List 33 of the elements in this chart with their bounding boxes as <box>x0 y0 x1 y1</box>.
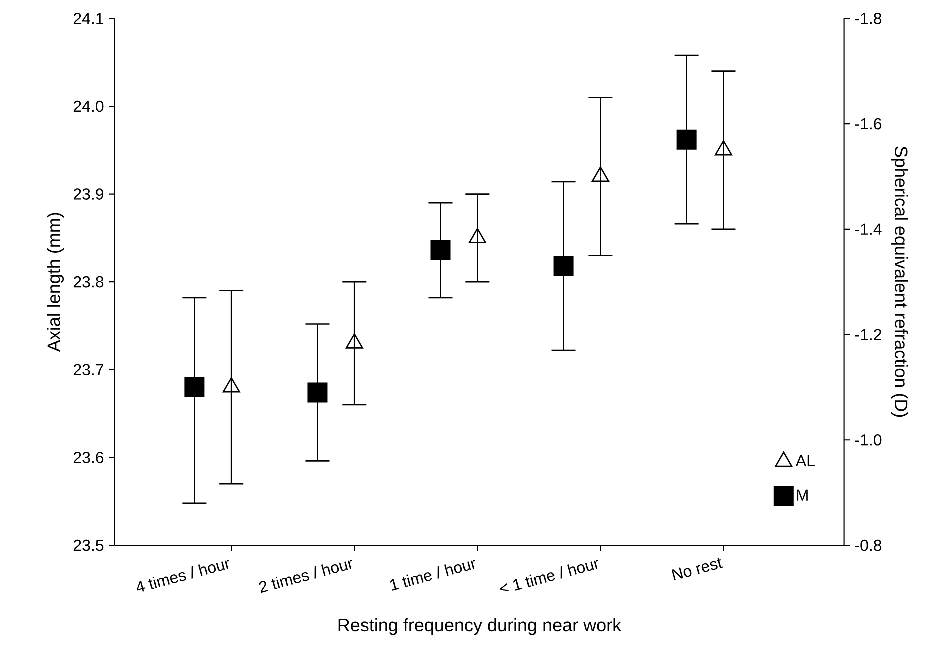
y2-tick-label: -1.2 <box>855 329 882 340</box>
point <box>222 378 240 393</box>
y2-tick-label: -1.0 <box>855 434 882 446</box>
y2-tick-label: -0.8 <box>855 540 882 552</box>
x-tick-label: 1 time / hour <box>390 560 476 591</box>
y-tick-label: 23.7 <box>74 364 104 376</box>
y-tick-label: 23.8 <box>74 276 104 288</box>
point <box>592 166 610 182</box>
point <box>430 240 451 261</box>
y-tick-label: 24.0 <box>74 100 104 112</box>
y-tick-label: 23.5 <box>74 540 104 552</box>
x-tick-label: < 1 time / hour <box>500 560 598 592</box>
point <box>308 382 328 403</box>
x-tick-label: 4 times / hour <box>137 560 230 592</box>
x-tick-label: No rest <box>672 558 724 581</box>
point <box>346 334 364 349</box>
legend-label: M <box>797 490 808 501</box>
y2-tick-label: -1.8 <box>855 13 882 24</box>
y2-axis-title: Spherical equivalent refraction (D) <box>891 146 908 418</box>
x-axis-title: Resting frequency during near work <box>338 618 622 636</box>
x-tick-label: 2 times / hour <box>259 560 352 594</box>
legend-label: AL <box>796 455 815 466</box>
y-tick-label: 24.1 <box>74 13 104 24</box>
point <box>554 256 574 276</box>
y-axis-title: Axial length (mm) <box>47 213 64 352</box>
y2-tick-label: -1.4 <box>855 224 882 235</box>
y-tick-label: 23.9 <box>74 188 104 200</box>
point <box>714 140 732 156</box>
y2-tick-label: -1.6 <box>855 118 882 130</box>
point <box>184 378 205 398</box>
y-tick-label: 23.6 <box>74 452 104 464</box>
point <box>676 130 697 150</box>
point <box>468 228 486 244</box>
